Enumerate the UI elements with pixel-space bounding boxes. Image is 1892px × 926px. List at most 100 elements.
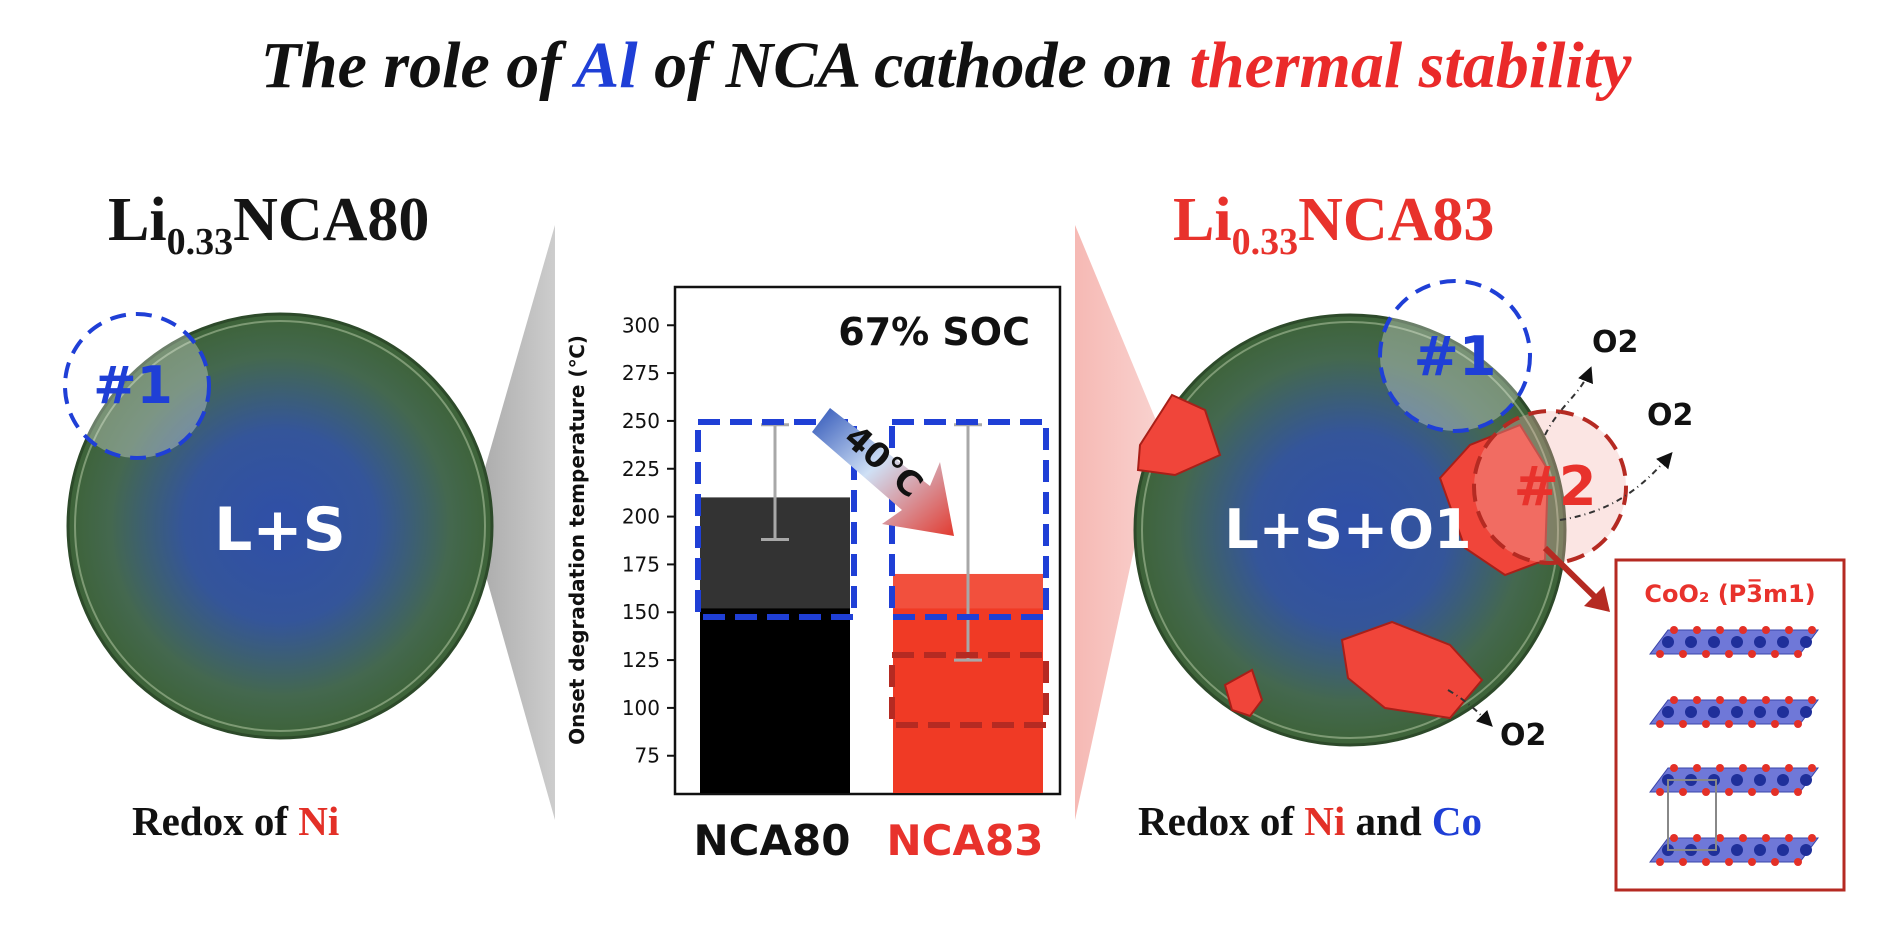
o-atom	[1771, 858, 1779, 866]
title-part2: of NCA cathode on	[637, 29, 1190, 102]
o-atom	[1702, 858, 1710, 866]
o-atom	[1785, 626, 1793, 634]
o-atom	[1656, 858, 1664, 866]
co-atom	[1754, 774, 1766, 786]
y-tick-label: 150	[622, 600, 660, 624]
left-redox-label: Redox of Ni	[132, 797, 339, 845]
o-atom	[1794, 858, 1802, 866]
o-atom	[1785, 834, 1793, 842]
o-atom	[1808, 834, 1816, 842]
co-atom	[1754, 844, 1766, 856]
right-particle: #1 #2 L+S+O1	[1133, 279, 1628, 747]
o-atom	[1670, 764, 1678, 772]
co-atom	[1731, 774, 1743, 786]
y-axis-ticks: 75 100 125 150 175 200 225 250 275 300	[622, 313, 675, 768]
right-redox-prefix: Redox of	[1138, 798, 1305, 844]
o-atom	[1762, 626, 1770, 634]
o-atom	[1725, 720, 1733, 728]
o-atom	[1679, 858, 1687, 866]
o2-arrow-2	[1559, 451, 1673, 521]
o-atom	[1670, 696, 1678, 704]
nca80-highlight-box	[695, 419, 857, 620]
o-atom	[1739, 696, 1747, 704]
soc-annotation: 67% SOC	[838, 310, 1030, 354]
o-atom	[1762, 764, 1770, 772]
right-phase-label: L+S+O1	[1224, 498, 1471, 561]
right-region1-circle	[1378, 279, 1532, 433]
o-atom	[1808, 696, 1816, 704]
right-sample-subscript: 0.33	[1231, 221, 1299, 263]
y-axis-label: Onset degradation temperature (℃)	[565, 335, 589, 745]
unit-cell-outline	[1667, 779, 1717, 851]
left-sample-suffix: NCA80	[233, 186, 430, 254]
o-atom	[1679, 720, 1687, 728]
co-atom	[1685, 636, 1697, 648]
o-atom	[1748, 720, 1756, 728]
o-atom	[1785, 696, 1793, 704]
o-atom	[1725, 858, 1733, 866]
title-part1: The role of	[260, 29, 576, 102]
o-atom	[1670, 834, 1678, 842]
o-atom	[1794, 650, 1802, 658]
right-sample-prefix: Li	[1173, 186, 1232, 254]
y-tick-label: 125	[622, 648, 660, 672]
o2-label-3: O2	[1500, 718, 1546, 753]
o-atom	[1716, 764, 1724, 772]
co-atom	[1800, 844, 1812, 856]
o-atom	[1739, 834, 1747, 842]
left-zoom-cone	[470, 225, 555, 820]
co-atom	[1800, 774, 1812, 786]
y-tick-label: 275	[622, 361, 660, 385]
right-redox-label: Redox of Ni and Co	[1138, 797, 1482, 845]
o-atom	[1739, 626, 1747, 634]
o2-label-1: O2	[1592, 325, 1638, 360]
left-sample-subscript: 0.33	[166, 221, 234, 263]
left-redox-prefix: Redox of	[132, 798, 299, 844]
right-redox-element1: Ni	[1304, 798, 1346, 844]
y-tick-label: 75	[635, 744, 660, 768]
shift-arrow	[812, 408, 954, 536]
o-atom	[1748, 858, 1756, 866]
nca83-lower-box	[889, 652, 1049, 728]
o-atom	[1716, 626, 1724, 634]
structure-box: CoO₂ (P3̅m1)	[1614, 558, 1846, 892]
right-zoom-cone	[1075, 225, 1160, 820]
o-atom	[1670, 626, 1678, 634]
co-atom	[1662, 636, 1674, 648]
o-atom	[1808, 764, 1816, 772]
o-atom	[1693, 764, 1701, 772]
right-redox-joiner: and	[1345, 798, 1432, 844]
x-label-nca83: NCA83	[887, 816, 1044, 865]
left-phase-label: L+S	[214, 495, 346, 565]
left-particle: #1 L+S	[63, 312, 494, 740]
o-atom	[1716, 696, 1724, 704]
o-atom	[1656, 650, 1664, 658]
coo2-layers	[1649, 626, 1819, 866]
o-atom	[1693, 626, 1701, 634]
co-atom	[1731, 636, 1743, 648]
left-region1-circle	[63, 312, 211, 460]
oxygen-release: O2 O2 O2	[1447, 325, 1693, 753]
right-region1-label: #1	[1414, 325, 1497, 388]
co-atom	[1800, 706, 1812, 718]
x-label-nca80: NCA80	[694, 816, 851, 865]
o-atom	[1702, 720, 1710, 728]
co-atom	[1754, 636, 1766, 648]
y-tick-label: 100	[622, 696, 660, 720]
o-atom	[1679, 650, 1687, 658]
co-atom	[1731, 844, 1743, 856]
o-atom	[1693, 696, 1701, 704]
o-atom	[1725, 788, 1733, 796]
co-atom	[1662, 706, 1674, 718]
o2-arrow-3	[1447, 689, 1493, 727]
o-atom	[1679, 788, 1687, 796]
co-atom	[1777, 636, 1789, 648]
title-thermal: thermal stability	[1189, 29, 1632, 102]
co-atom	[1777, 774, 1789, 786]
y-tick-label: 300	[622, 313, 660, 337]
o-atom	[1716, 834, 1724, 842]
co-atom	[1777, 706, 1789, 718]
left-sample-label: Li0.33NCA80	[108, 185, 429, 264]
o-atom	[1748, 650, 1756, 658]
structure-pointer-head	[1584, 586, 1610, 612]
